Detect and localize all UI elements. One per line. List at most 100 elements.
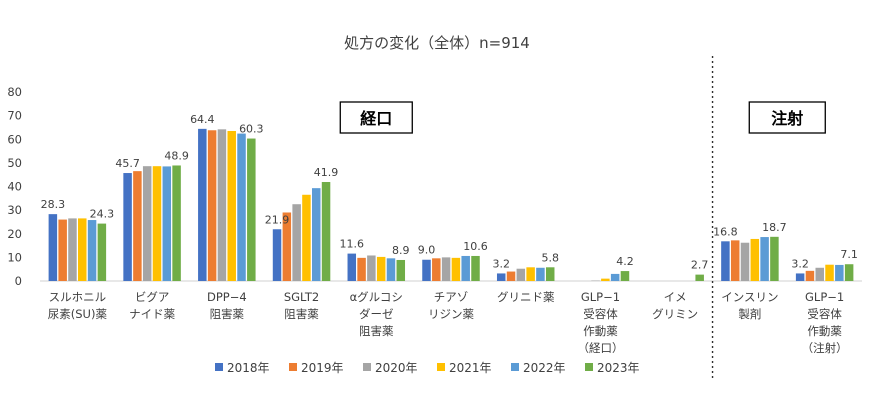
bar xyxy=(218,129,227,281)
bar xyxy=(237,134,246,281)
bar xyxy=(845,264,854,281)
y-tick-label: 40 xyxy=(7,180,22,194)
data-label: 21.9 xyxy=(265,213,290,226)
bar xyxy=(741,243,750,281)
bar xyxy=(322,182,331,281)
x-category-label: ダーゼ xyxy=(359,307,394,321)
x-category-label: ビグア xyxy=(135,290,170,304)
x-category-label: グリミン xyxy=(652,307,698,321)
x-category-label: DPP−4 xyxy=(207,290,247,304)
legend-label: 2022年 xyxy=(523,361,566,375)
bar xyxy=(377,257,386,281)
data-label: 16.8 xyxy=(713,225,738,238)
data-label: 24.3 xyxy=(90,208,115,221)
bar xyxy=(471,256,480,281)
legend-swatch xyxy=(289,363,297,371)
x-category-label: 阻害薬 xyxy=(210,307,245,321)
bar xyxy=(273,229,282,281)
data-label: 48.9 xyxy=(164,149,189,162)
chart-title: 処方の変化（全体）n=914 xyxy=(344,34,530,52)
x-category-label: GLP−1 xyxy=(581,290,620,304)
x-category-label: （経口） xyxy=(577,341,623,355)
bar xyxy=(432,258,441,281)
bar xyxy=(367,255,376,281)
x-category-label: 受容体 xyxy=(583,307,618,321)
bar xyxy=(442,257,451,281)
y-tick-label: 70 xyxy=(7,109,22,123)
data-label: 28.3 xyxy=(41,198,66,211)
data-label: 11.6 xyxy=(340,238,365,251)
bar xyxy=(163,166,172,281)
bar xyxy=(721,241,730,281)
x-category-label: 作動薬 xyxy=(583,324,618,338)
x-category-label: イメ xyxy=(664,290,687,304)
y-tick-label: 0 xyxy=(15,274,22,288)
bar xyxy=(517,269,526,281)
annotation-label: 注射 xyxy=(771,109,803,128)
bar xyxy=(49,214,58,281)
data-label: 10.6 xyxy=(463,240,488,253)
y-tick-label: 30 xyxy=(7,203,22,217)
x-category-label: スルホニル xyxy=(49,290,107,304)
legend-swatch xyxy=(585,363,593,371)
bar xyxy=(172,165,181,281)
bar xyxy=(806,271,815,281)
x-category-label: リジン薬 xyxy=(428,307,474,321)
legend-label: 2021年 xyxy=(449,361,492,375)
bar xyxy=(751,239,760,281)
data-label: 3.2 xyxy=(492,257,510,270)
bar xyxy=(526,267,535,281)
data-label: 4.2 xyxy=(616,255,634,268)
bar xyxy=(227,131,236,281)
bar xyxy=(546,267,555,281)
bar xyxy=(78,218,87,281)
legend-label: 2018年 xyxy=(227,361,270,375)
x-category-label: 阻害薬 xyxy=(359,324,394,338)
data-label: 5.8 xyxy=(541,251,559,264)
y-tick-label: 10 xyxy=(7,250,22,264)
data-label: 2.7 xyxy=(691,259,709,272)
legend-swatch xyxy=(437,363,445,371)
bar xyxy=(796,273,805,281)
data-label: 18.7 xyxy=(762,221,787,234)
x-category-label: ナイド薬 xyxy=(129,307,175,321)
bar xyxy=(302,195,311,281)
y-tick-label: 50 xyxy=(7,156,22,170)
data-label: 9.0 xyxy=(418,244,436,257)
data-label: 60.3 xyxy=(239,123,264,136)
bar xyxy=(835,265,844,281)
x-category-label: インスリン xyxy=(721,290,778,304)
bar xyxy=(770,237,779,281)
bar xyxy=(397,260,406,281)
x-category-label: GLP−1 xyxy=(805,290,844,304)
data-label: 41.9 xyxy=(314,166,339,179)
bar xyxy=(68,218,77,281)
x-category-label: チアゾ xyxy=(434,290,469,304)
data-label: 8.9 xyxy=(392,244,410,257)
legend-swatch xyxy=(363,363,371,371)
bar xyxy=(357,258,366,281)
bar xyxy=(825,265,834,281)
y-tick-label: 20 xyxy=(7,227,22,241)
bar xyxy=(292,204,301,281)
bar xyxy=(387,258,396,281)
bar xyxy=(695,275,704,281)
data-label: 7.1 xyxy=(840,248,858,261)
bar xyxy=(153,166,162,281)
x-category-label: 受容体 xyxy=(807,307,842,321)
bar xyxy=(88,220,97,281)
y-tick-label: 80 xyxy=(7,85,22,99)
legend-swatch xyxy=(215,363,223,371)
bar xyxy=(98,224,107,281)
x-category-label: 阻害薬 xyxy=(284,307,319,321)
bar xyxy=(815,268,824,281)
legend-label: 2019年 xyxy=(301,361,344,375)
bar xyxy=(422,260,431,281)
bar xyxy=(58,220,67,281)
x-category-label: 尿素(SU)薬 xyxy=(48,307,108,321)
data-label: 3.2 xyxy=(791,257,809,270)
bar xyxy=(601,279,610,281)
x-category-label: αグルコシ xyxy=(350,290,403,304)
